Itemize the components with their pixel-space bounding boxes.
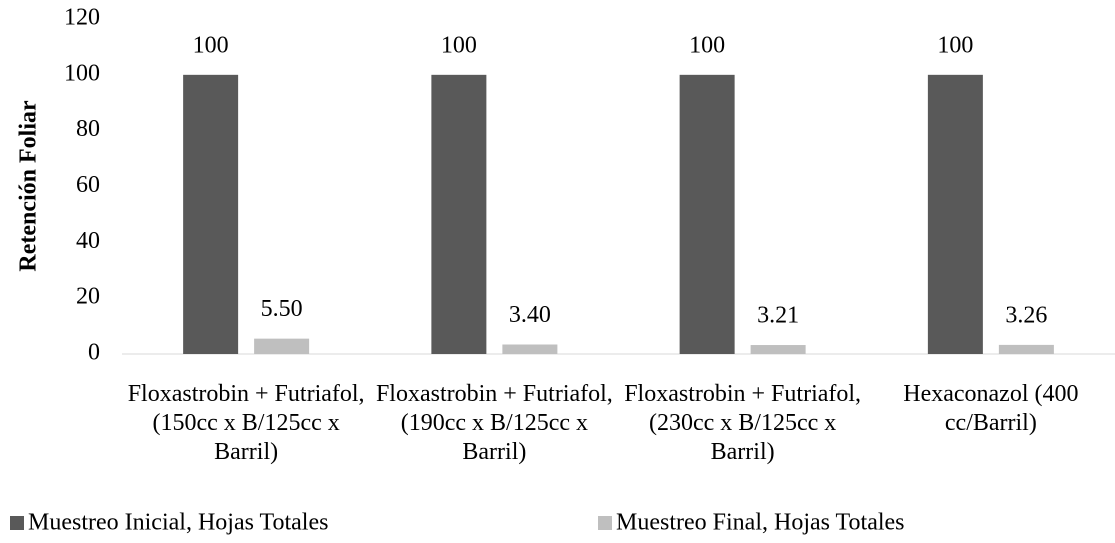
data-label: 3.26 [1005, 302, 1047, 328]
data-label: 100 [193, 32, 229, 58]
x-tick-label: Floxastrobin + Futriafol, (190cc x B/125… [375, 381, 613, 465]
bar [183, 74, 239, 354]
y-tick-label: 120 [64, 5, 100, 31]
data-label: 100 [441, 32, 477, 58]
data-label: 3.40 [509, 302, 551, 328]
bar [431, 74, 487, 354]
data-label: 5.50 [261, 296, 303, 322]
y-tick-label: 40 [76, 228, 100, 254]
bar [502, 344, 558, 354]
data-label: 100 [689, 32, 725, 58]
y-tick-label: 80 [76, 116, 100, 142]
legend-swatch [10, 516, 24, 530]
y-tick-label: 0 [88, 340, 100, 366]
y-axis-title: Retención Foliar [16, 100, 42, 272]
data-label: 3.21 [757, 303, 799, 329]
y-tick-label: 20 [76, 284, 100, 310]
x-tick-label: Hexaconazol (400 cc/Barril) [903, 381, 1079, 436]
data-label: 100 [937, 32, 973, 58]
bar [998, 344, 1054, 354]
y-tick-label: 100 [64, 60, 100, 86]
bar [927, 74, 983, 354]
legend-label: Muestreo Inicial, Hojas Totales [28, 510, 328, 536]
x-tick-label: Floxastrobin + Futriafol, (150cc x B/125… [127, 381, 365, 465]
legend-swatch [598, 516, 612, 530]
bar [750, 345, 806, 354]
bar [679, 74, 735, 354]
bar [254, 338, 310, 354]
legend-label: Muestreo Final, Hojas Totales [616, 510, 905, 536]
y-tick-label: 60 [76, 172, 100, 198]
x-tick-label: Floxastrobin + Futriafol, (230cc x B/125… [624, 381, 862, 465]
